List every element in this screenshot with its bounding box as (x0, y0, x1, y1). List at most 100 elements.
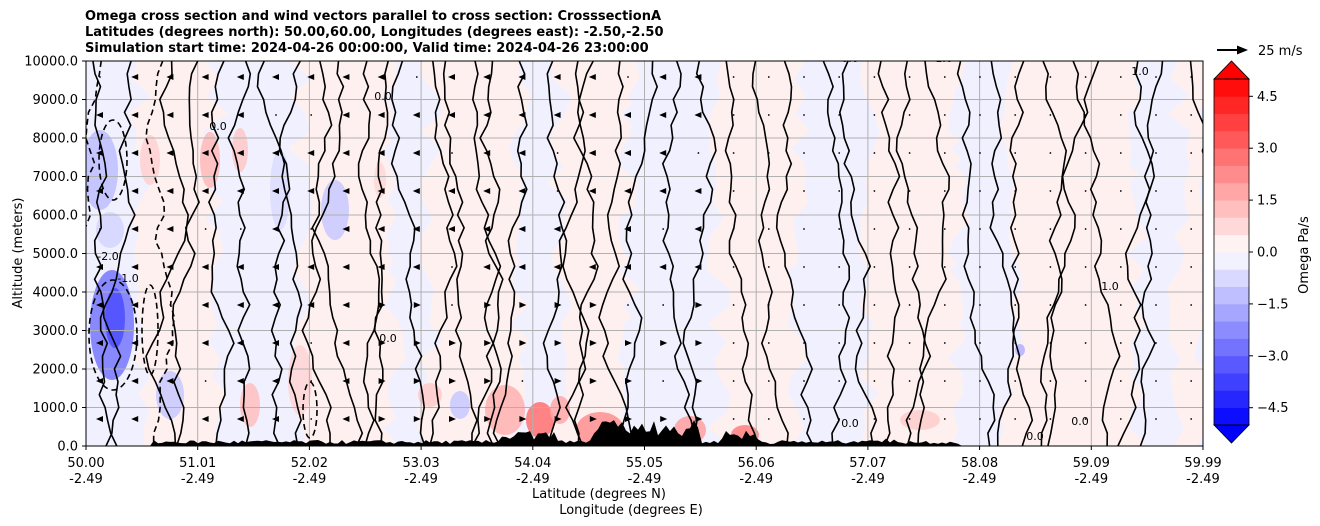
wind-vector-arrow (272, 340, 279, 346)
wind-vector-dot (204, 380, 207, 382)
colorbar-tick-label: 3.0 (1257, 142, 1278, 157)
wind-vector-dot (979, 114, 981, 116)
wind-vector-arrow (96, 416, 103, 422)
y-tick-label: 4000.0 (33, 286, 79, 301)
x-tick-label-latitude: 50.00 (67, 456, 104, 471)
wind-vector-arrow (659, 150, 667, 156)
wind-vector-dot (1049, 228, 1052, 230)
wind-vector-dot (803, 76, 805, 78)
contour-line (822, 61, 851, 446)
contour-line (751, 61, 789, 446)
wind-vector-arrow (378, 302, 386, 308)
wind-vector-dot (1014, 418, 1017, 420)
wind-vector-arrow (236, 188, 244, 194)
omega-patch (288, 345, 312, 415)
vector-key-arrow-head (1237, 45, 1248, 55)
wind-vector-dot (99, 228, 101, 230)
wind-vector-dot (767, 114, 770, 116)
wind-vector-arrow (589, 302, 597, 308)
wind-vector-dot (1014, 76, 1017, 78)
wind-vector-arrow (412, 150, 420, 156)
wind-vector-arrow (518, 74, 526, 80)
wind-vector-dot (1190, 304, 1193, 306)
wind-vector-dot (1119, 304, 1122, 306)
y-tick-label: 10000.0 (24, 55, 78, 70)
wind-vector-dot (732, 342, 735, 344)
colorbar-extend-max (1213, 60, 1250, 80)
wind-vector-arrow (342, 340, 350, 346)
wind-vector-arrow (588, 74, 596, 80)
wind-vector-arrow (378, 378, 386, 384)
wind-vector-arrow (166, 74, 174, 80)
contour-line (145, 61, 176, 446)
x-tick-label-longitude: -2.49 (516, 472, 550, 487)
contour-line (429, 61, 458, 446)
wind-vector-arrow (96, 302, 103, 308)
x-tick-label-latitude: 59.09 (1073, 456, 1110, 471)
wind-vector-dot (1190, 76, 1193, 78)
wind-vector-arrow (236, 112, 244, 118)
wind-vector-arrow (272, 150, 279, 156)
colorbar-level (1214, 252, 1249, 270)
wind-vector-arrow (519, 302, 527, 308)
wind-vector-arrow (694, 74, 702, 80)
colorbar-tick-label: −1.5 (1257, 297, 1289, 312)
contour-line (895, 61, 932, 446)
contour-label: 0.0 (1071, 415, 1089, 428)
wind-vector-arrow (554, 378, 562, 384)
wind-vector-arrow (236, 378, 244, 384)
x-tick-label-latitude: 59.99 (1184, 456, 1221, 471)
contour-label: -1.0 (931, 52, 952, 65)
wind-vector-arrow (625, 340, 632, 346)
wind-vector-dot (908, 190, 911, 192)
wind-vector-arrow (518, 150, 526, 156)
wind-vector-arrow (449, 416, 456, 422)
contour-line (542, 61, 594, 446)
x-axis-label-longitude: Longitude (degrees E) (559, 503, 703, 518)
wind-vector-dot (1119, 228, 1122, 230)
wind-vector-arrow (695, 378, 703, 384)
wind-vector-dot (275, 114, 277, 116)
contour-line (775, 61, 815, 446)
wind-vector-arrow (449, 340, 456, 346)
wind-vector-arrow (518, 112, 526, 118)
wind-vector-dot (1119, 114, 1122, 116)
chart-title-line-2: Latitudes (degrees north): 50.00,60.00, … (85, 25, 664, 40)
wind-vector-dot (803, 342, 805, 344)
colorbar-level (1214, 269, 1249, 287)
wind-vector-dot (1049, 418, 1052, 420)
x-tick-label-longitude: -2.49 (404, 472, 438, 487)
y-tick-label: 1000.0 (33, 401, 79, 416)
wind-vector-dot (310, 380, 313, 382)
colorbar-extend-min (1213, 424, 1250, 444)
wind-vector-arrow (236, 264, 244, 270)
wind-vector-dot (1190, 418, 1193, 420)
wind-vector-dot (838, 418, 841, 420)
colorbar-tick-label: 0.0 (1257, 246, 1278, 261)
wind-vector-dot (1155, 342, 1157, 344)
contour-line (598, 61, 634, 446)
wind-vector-arrow (519, 340, 527, 346)
colorbar-level (1214, 165, 1249, 184)
wind-vector-dot (1014, 114, 1017, 116)
contour-line (471, 61, 502, 446)
wind-vector-arrow (448, 112, 455, 118)
colorbar-tick-label: 4.5 (1257, 90, 1278, 105)
wind-vector-arrow (342, 264, 350, 270)
omega-patch (270, 150, 290, 230)
wind-vector-dot (732, 380, 735, 382)
wind-vector-arrow (272, 302, 279, 308)
wind-vector-dot (1014, 342, 1017, 344)
contour-line (145, 61, 190, 446)
wind-vector-arrow (377, 74, 385, 80)
wind-vector-arrow (131, 226, 139, 232)
wind-vector-dot (556, 152, 559, 154)
wind-vector-arrow (342, 150, 350, 156)
contour-line (171, 61, 200, 446)
x-tick-label-longitude: -2.49 (963, 472, 997, 487)
wind-vector-dot (1190, 380, 1193, 382)
wind-vector-dot (1049, 190, 1052, 192)
wind-vector-dot (1155, 114, 1157, 116)
wind-vector-dot (767, 418, 770, 420)
